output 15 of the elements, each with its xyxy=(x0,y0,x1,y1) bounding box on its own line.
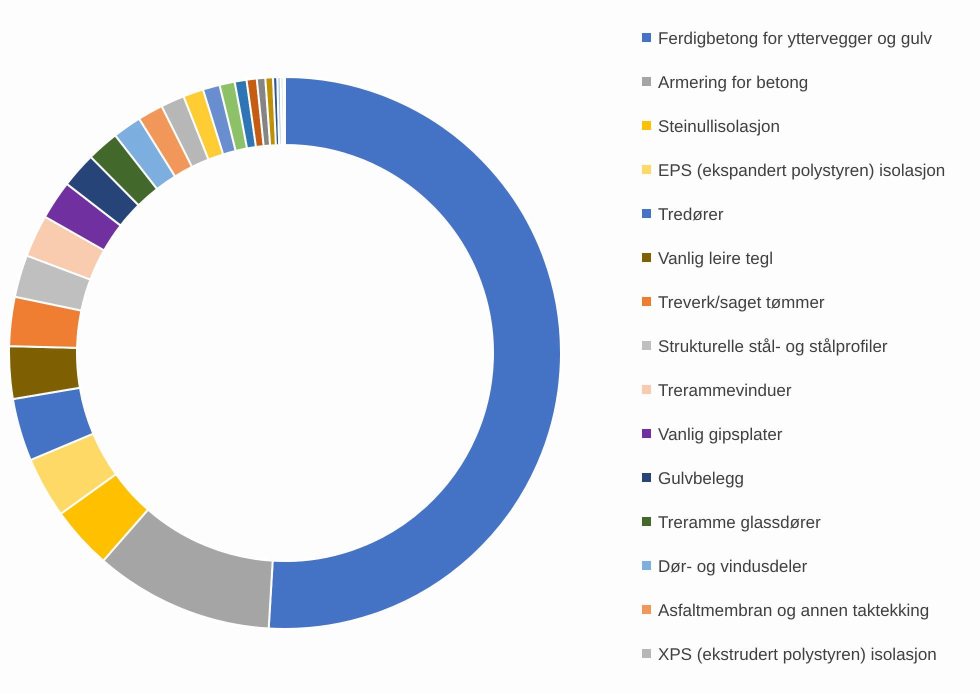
legend-label: XPS (ekstrudert polystyren) isolasjon xyxy=(658,644,937,664)
legend-label: Strukturelle stål- og stålprofiler xyxy=(658,336,888,356)
legend-label: Treramme glassdører xyxy=(658,512,822,532)
legend-label: Treverk/saget tømmer xyxy=(658,292,825,312)
legend-label: Gulvbelegg xyxy=(658,468,744,488)
legend-label: Steinullisolasjon xyxy=(658,116,780,136)
legend-label: Trerammevinduer xyxy=(658,380,792,400)
legend-label: Armering for betong xyxy=(658,72,808,92)
legend-label: Vanlig leire tegl xyxy=(658,248,773,268)
legend-label: Ferdigbetong for yttervegger og gulv xyxy=(658,28,933,48)
legend-label: Asfaltmembran og annen taktekking xyxy=(658,600,930,620)
legend-label: Tredører xyxy=(658,204,724,224)
legend-label: Dør- og vindusdeler xyxy=(658,556,808,576)
legend-label: EPS (ekspandert polystyren) isolasjon xyxy=(658,160,946,180)
legend-label: Vanlig gipsplater xyxy=(658,424,783,444)
